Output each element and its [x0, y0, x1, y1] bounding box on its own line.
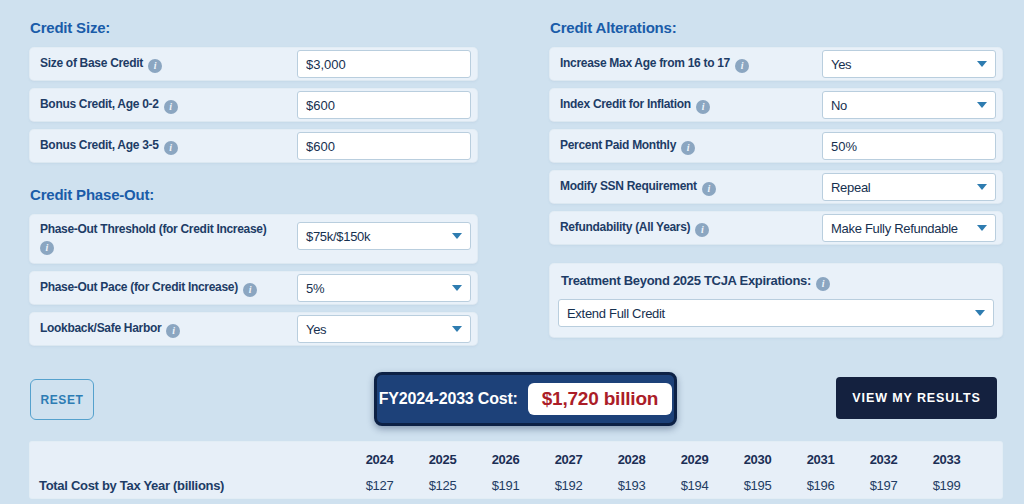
bonus-credit-age-0-2-input[interactable] [297, 91, 471, 119]
refundability-row: Refundability (All Years)i Make Fully Re… [550, 212, 1002, 244]
percent-paid-monthly-row: Percent Paid Monthlyi [550, 130, 1002, 162]
info-icon[interactable]: i [166, 324, 180, 338]
increase-max-age-dropdown[interactable]: Yes [822, 50, 996, 78]
year-header: 2027 [537, 446, 600, 472]
ctc-calculator-page: { "colors": { "page_bg": "#cfe1ef", "pan… [0, 0, 1024, 504]
info-icon[interactable]: i [243, 283, 257, 297]
year-header: 2029 [663, 446, 726, 472]
info-icon[interactable]: i [164, 141, 178, 155]
bonus-credit-age-0-2-row: Bonus Credit, Age 0-2i [30, 89, 477, 121]
year-cost-value: $127 [348, 472, 411, 498]
bonus-credit-age-0-2-label: Bonus Credit, Age 0-2i [40, 97, 178, 114]
year-header: 2026 [474, 446, 537, 472]
modify-ssn-requirement-label: Modify SSN Requirementi [560, 179, 716, 196]
phase-out-threshold-dropdown[interactable]: $75k/$150k [297, 222, 471, 250]
info-icon[interactable]: i [696, 100, 710, 114]
year-cost-value: $192 [537, 472, 600, 498]
chevron-down-icon [977, 184, 987, 190]
total-cost-panel: FY2024-2033 Cost: $1,720 billion [374, 372, 677, 426]
year-header: 2032 [852, 446, 915, 472]
tcja-treatment-title: Treatment Beyond 2025 TCJA Expirations:i [558, 273, 994, 291]
info-icon[interactable]: i [164, 100, 178, 114]
lookback-safe-harbor-label: Lookback/Safe Harbori [40, 321, 180, 338]
refundability-dropdown[interactable]: Make Fully Refundable [822, 214, 996, 242]
year-header: 2024 [348, 446, 411, 472]
year-header: 2033 [915, 446, 978, 472]
credit-size-title: Credit Size: [30, 19, 477, 36]
phase-out-pace-row: Phase-Out Pace (for Credit Increase)i 5% [30, 272, 477, 304]
info-icon[interactable]: i [702, 182, 716, 196]
year-cost-value: $197 [852, 472, 915, 498]
info-icon[interactable]: i [681, 141, 695, 155]
size-of-base-credit-input[interactable] [297, 50, 471, 78]
phase-out-threshold-row: Phase-Out Threshold (for Credit Increase… [30, 215, 477, 263]
index-credit-inflation-row: Index Credit for Inflationi No [550, 89, 1002, 121]
year-header: 2031 [789, 446, 852, 472]
chevron-down-icon [452, 285, 462, 291]
year-cost-value: $194 [663, 472, 726, 498]
phase-out-threshold-label: Phase-Out Threshold (for Credit Increase… [40, 222, 266, 255]
chevron-down-icon [977, 225, 987, 231]
chevron-down-icon [977, 61, 987, 67]
year-header: 2025 [411, 446, 474, 472]
cost-value: $1,720 billion [542, 388, 659, 409]
cost-value-box: $1,720 billion [528, 383, 673, 415]
info-icon[interactable]: i [148, 59, 162, 73]
reset-button[interactable]: RESET [30, 379, 94, 420]
chevron-down-icon [452, 326, 462, 332]
index-credit-inflation-label: Index Credit for Inflationi [560, 97, 710, 114]
phase-out-pace-dropdown[interactable]: 5% [297, 274, 471, 302]
size-of-base-credit-label: Size of Base Crediti [40, 56, 162, 73]
index-credit-inflation-dropdown[interactable]: No [822, 91, 996, 119]
year-header: 2028 [600, 446, 663, 472]
bonus-credit-age-3-5-label: Bonus Credit, Age 3-5i [40, 138, 178, 155]
percent-paid-monthly-input[interactable] [822, 132, 996, 160]
info-icon[interactable]: i [695, 223, 709, 237]
info-icon[interactable]: i [816, 277, 830, 291]
percent-paid-monthly-label: Percent Paid Monthlyi [560, 138, 695, 155]
info-icon[interactable]: i [735, 59, 749, 73]
increase-max-age-row: Increase Max Age from 16 to 17i Yes [550, 48, 1002, 80]
phase-out-pace-label: Phase-Out Pace (for Credit Increase)i [40, 280, 257, 297]
year-cost-value: $125 [411, 472, 474, 498]
cost-by-year-table: 2024 2025 2026 2027 2028 2029 2030 2031 … [30, 442, 1002, 498]
tcja-treatment-dropdown[interactable]: Extend Full Credit [558, 299, 994, 327]
refundability-label: Refundability (All Years)i [560, 220, 709, 237]
modify-ssn-requirement-dropdown[interactable]: Repeal [822, 173, 996, 201]
lookback-safe-harbor-dropdown[interactable]: Yes [297, 315, 471, 343]
bonus-credit-age-3-5-row: Bonus Credit, Age 3-5i [30, 130, 477, 162]
year-header: 2030 [726, 446, 789, 472]
year-cost-value: $199 [915, 472, 978, 498]
lookback-safe-harbor-row: Lookback/Safe Harbori Yes [30, 313, 477, 345]
credit-phase-out-title: Credit Phase-Out: [30, 186, 477, 203]
table-row-label: Total Cost by Tax Year (billions) [30, 472, 348, 498]
increase-max-age-label: Increase Max Age from 16 to 17i [560, 56, 749, 73]
bonus-credit-age-3-5-input[interactable] [297, 132, 471, 160]
chevron-down-icon [975, 310, 985, 316]
year-cost-value: $193 [600, 472, 663, 498]
year-cost-value: $196 [789, 472, 852, 498]
info-icon[interactable]: i [40, 241, 54, 255]
cost-label: FY2024-2033 Cost: [379, 390, 518, 408]
modify-ssn-requirement-row: Modify SSN Requirementi Repeal [550, 171, 1002, 203]
year-cost-value: $195 [726, 472, 789, 498]
right-column: Credit Alterations: Increase Max Age fro… [550, 14, 1002, 337]
left-column: Credit Size: Size of Base Crediti Bonus … [30, 14, 477, 354]
tcja-treatment-panel: Treatment Beyond 2025 TCJA Expirations:i… [550, 264, 1002, 337]
view-my-results-button[interactable]: VIEW MY RESULTS [836, 377, 997, 419]
size-of-base-credit-row: Size of Base Crediti [30, 48, 477, 80]
credit-alterations-title: Credit Alterations: [550, 19, 1002, 36]
chevron-down-icon [452, 233, 462, 239]
year-cost-value: $191 [474, 472, 537, 498]
chevron-down-icon [977, 102, 987, 108]
